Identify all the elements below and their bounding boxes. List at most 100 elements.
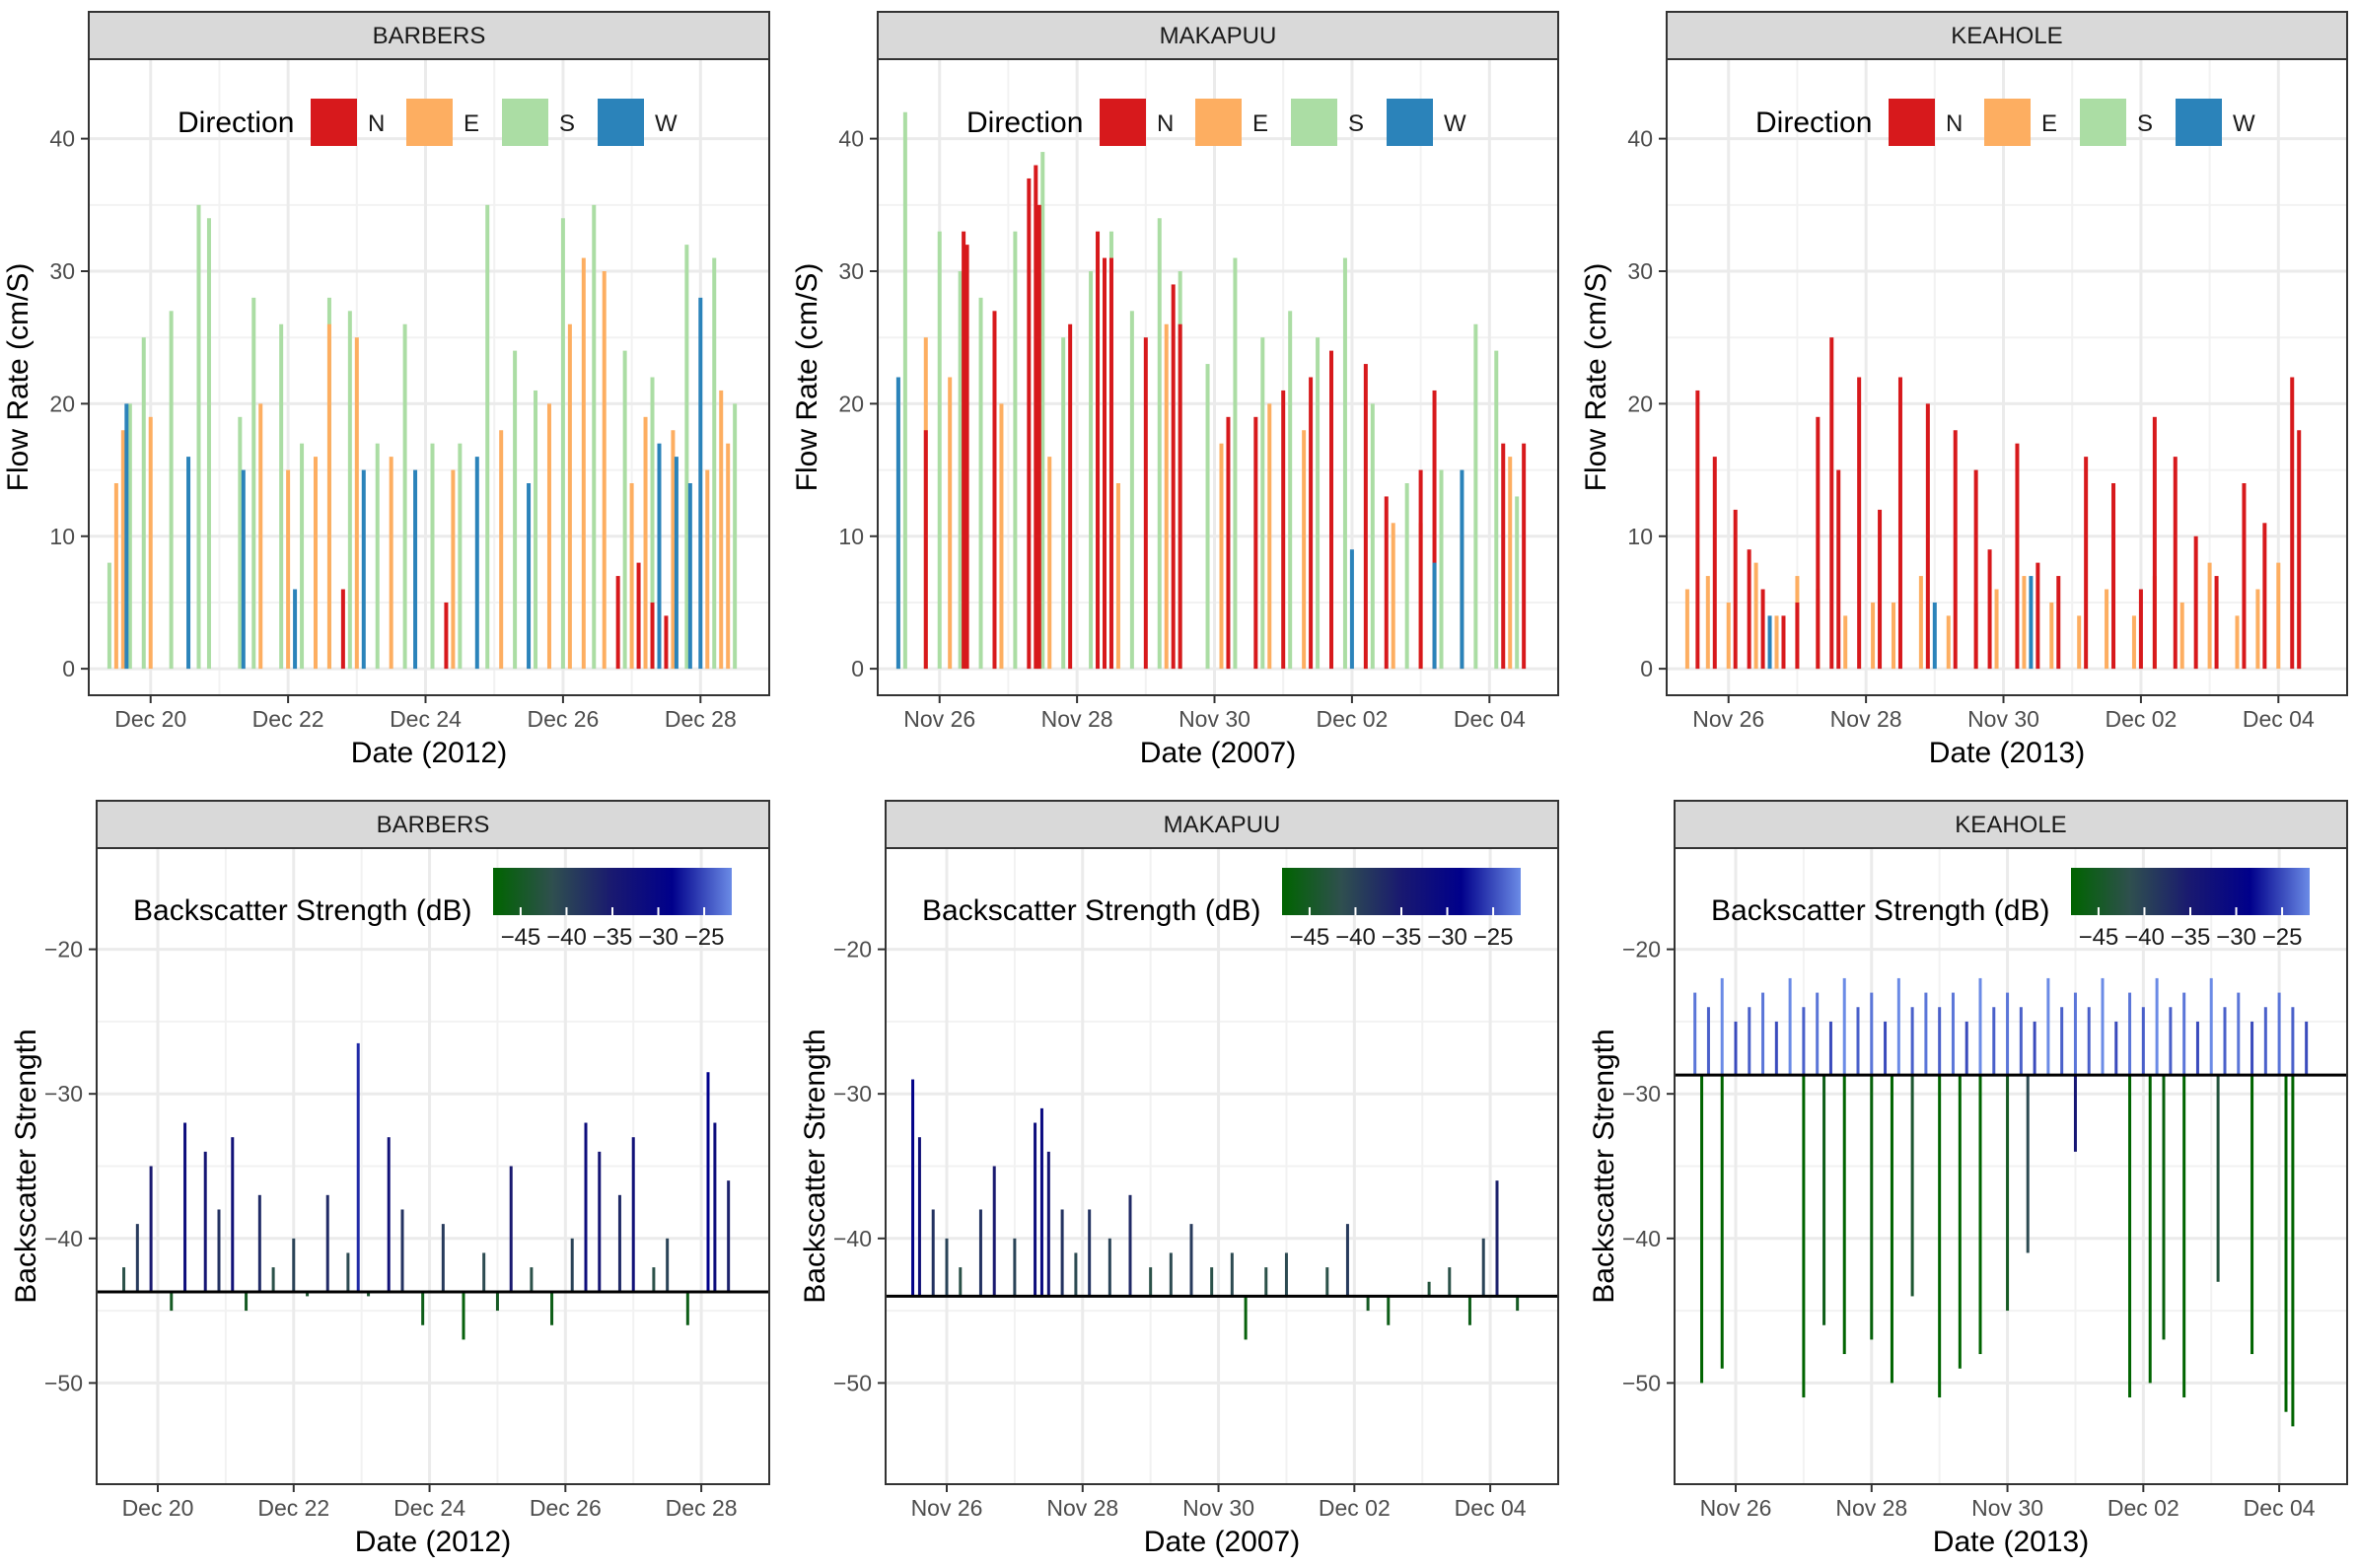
backscatter-bar xyxy=(1924,992,1928,1076)
colorbar-tick-label: −30 xyxy=(638,924,679,951)
colorbar-tick-label: −45 xyxy=(2079,924,2119,951)
bar-n xyxy=(2056,576,2061,670)
backscatter-bar xyxy=(1761,992,1765,1076)
bar-n xyxy=(1096,231,1101,670)
bar-n xyxy=(992,311,997,670)
strip-background xyxy=(877,11,1559,60)
panel-backscatter-keahole: KEAHOLE Nov 26 Nov 28 Nov 30 Dec 02 Dec 04 −20… xyxy=(1588,800,2348,1558)
legend-label-s: S xyxy=(559,110,575,137)
panel-border xyxy=(885,847,1559,1485)
backscatter-bar xyxy=(1345,1224,1349,1297)
strip-label: KEAHOLE xyxy=(1955,812,2066,838)
bar-e xyxy=(1705,576,1710,670)
bar-s xyxy=(1157,218,1162,670)
bar-n xyxy=(1712,457,1717,670)
legend-key-w xyxy=(2176,99,2222,146)
bar-s xyxy=(300,443,305,670)
bar-e xyxy=(389,457,393,670)
backscatter-bar xyxy=(1706,1007,1710,1076)
panel-flow-barbers: BARBERS Dec 20 Dec 22 Dec 24 Dec 26 Dec 28 0 10… xyxy=(2,11,770,769)
y-tick-label: 0 xyxy=(1640,656,1653,681)
bar-s xyxy=(1288,311,1293,670)
backscatter-bar xyxy=(1693,992,1697,1076)
bar-s xyxy=(1515,496,1520,670)
bar-n xyxy=(1857,377,1862,670)
legend-label-w: W xyxy=(1444,110,1466,137)
backscatter-bar xyxy=(2305,1021,2309,1076)
backscatter-bar xyxy=(1128,1194,1132,1297)
colorbar-tick-label: −30 xyxy=(2216,924,2256,951)
y-tick-label: −30 xyxy=(44,1081,83,1106)
bar-n xyxy=(1171,284,1176,670)
backscatter-bar xyxy=(978,1209,982,1297)
bar-s xyxy=(650,377,655,670)
x-tick-label: Nov 28 xyxy=(1046,1495,1118,1521)
backscatter-bar xyxy=(652,1267,656,1293)
bar-e xyxy=(999,403,1004,670)
bar-s xyxy=(279,323,284,670)
backscatter-bar xyxy=(1978,1075,1982,1355)
bar-w xyxy=(124,403,129,670)
backscatter-bar xyxy=(1210,1267,1214,1297)
bar-e xyxy=(1219,443,1224,670)
bar-e xyxy=(1774,615,1779,670)
colorbar-tick-label: −35 xyxy=(593,924,633,951)
bar-n xyxy=(664,615,669,670)
backscatter-bar xyxy=(1992,1007,1996,1076)
bar-e xyxy=(1164,323,1169,670)
bar-e xyxy=(286,469,291,670)
legend-key-s xyxy=(2080,99,2126,146)
backscatter-bar xyxy=(509,1166,513,1293)
colorbar-legend: Backscatter Strength (dB) −45 −40 −35 −30 −25 xyxy=(922,868,1521,951)
backscatter-bar xyxy=(1951,992,1955,1076)
strip-label: MAKAPUU xyxy=(1164,812,1281,838)
backscatter-bar xyxy=(706,1072,710,1293)
bar-e xyxy=(2131,615,2136,670)
bar-n xyxy=(1143,337,1148,670)
backscatter-bar xyxy=(1842,1075,1846,1355)
bar-n xyxy=(1034,165,1038,670)
backscatter-bar xyxy=(931,1209,935,1297)
colorbar-tick-label: −45 xyxy=(501,924,541,951)
y-tick-label: 20 xyxy=(49,391,75,416)
bar-e xyxy=(2207,562,2212,670)
backscatter-bar xyxy=(1802,1007,1806,1076)
backscatter-bar xyxy=(2291,1075,2295,1427)
legend-label-e: E xyxy=(464,110,479,137)
backscatter-bar xyxy=(1039,1107,1043,1297)
backscatter-bar xyxy=(1264,1267,1268,1297)
legend-key-e xyxy=(406,99,453,146)
bar-w xyxy=(657,443,662,670)
x-tick-label: Nov 26 xyxy=(911,1495,983,1521)
bar-n xyxy=(650,602,655,670)
bar-e xyxy=(602,271,607,670)
y-axis-title: Backscatter Strength xyxy=(1588,1029,1620,1303)
bar-n xyxy=(1925,403,1930,670)
colorbar-tick-label: −25 xyxy=(1473,924,1514,951)
backscatter-bar xyxy=(1495,1180,1499,1297)
bar-s xyxy=(1370,403,1375,670)
backscatter-bar xyxy=(2209,977,2213,1076)
x-tick-label: Dec 20 xyxy=(122,1495,194,1521)
y-tick-label: 40 xyxy=(1627,126,1653,152)
backscatter-bar xyxy=(135,1224,139,1293)
bar-s xyxy=(1129,311,1134,670)
bar-w xyxy=(895,377,900,670)
bar-e xyxy=(705,469,710,670)
backscatter-bar xyxy=(1325,1267,1329,1297)
bar-s xyxy=(1260,337,1265,670)
x-tick-label: Dec 22 xyxy=(252,706,324,732)
bar-s xyxy=(1013,231,1018,670)
bar-w xyxy=(293,589,298,670)
bar-n xyxy=(2036,562,2040,670)
backscatter-bar xyxy=(2114,1021,2118,1076)
legend-label-n: N xyxy=(1946,110,1963,137)
bar-n xyxy=(1781,615,1786,670)
backscatter-bar xyxy=(1244,1296,1248,1340)
backscatter-bar xyxy=(1034,1122,1037,1297)
x-tick-label: Dec 02 xyxy=(2105,706,2177,732)
bar-s xyxy=(622,350,627,670)
x-tick-label: Nov 26 xyxy=(1700,1495,1772,1521)
direction-legend: Direction N E S W xyxy=(178,99,678,146)
bar-n xyxy=(1418,469,1423,670)
